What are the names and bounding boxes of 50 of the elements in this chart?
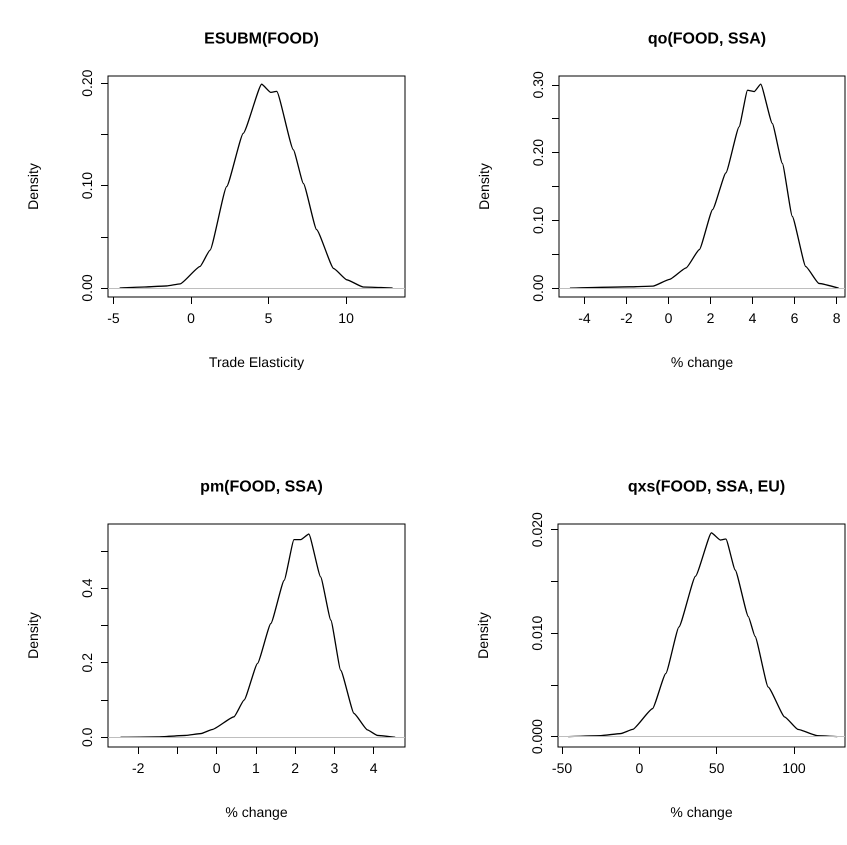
x-tick-label: 0 xyxy=(635,760,644,776)
x-axis-title: % change xyxy=(670,804,733,820)
chart-title: qo(FOOD, SSA) xyxy=(648,30,766,48)
y-axis-title: Density xyxy=(475,612,491,659)
y-tick-label: 0.00 xyxy=(530,274,546,302)
y-tick-label: 0.010 xyxy=(529,615,545,651)
line-series xyxy=(569,83,840,289)
x-tick-label: -4 xyxy=(578,310,591,326)
x-tick-label: -5 xyxy=(107,310,120,326)
x-axis-title: % change xyxy=(225,804,288,820)
chart-title: qxs(FOOD, SSA, EU) xyxy=(628,478,786,496)
x-tick-label: -50 xyxy=(552,760,572,776)
y-tick-label: 0.20 xyxy=(79,69,95,97)
y-tick-label: 0.20 xyxy=(530,138,546,166)
y-tick-label: 0.000 xyxy=(529,718,545,754)
x-tick-label: 0 xyxy=(664,310,673,326)
line-series xyxy=(120,533,396,738)
x-tick-label: 2 xyxy=(291,760,300,776)
x-tick-label: 100 xyxy=(782,760,806,776)
x-tick-label: 4 xyxy=(370,760,378,776)
y-tick-label: 0.020 xyxy=(529,512,545,548)
x-tick-label: 6 xyxy=(790,310,799,326)
y-tick-label: 0.2 xyxy=(79,652,95,672)
x-tick-label: 1 xyxy=(252,760,260,776)
x-tick-label: 3 xyxy=(330,760,338,776)
y-tick-label: 0.4 xyxy=(79,578,95,598)
y-tick-label: 0.10 xyxy=(79,172,95,200)
x-tick-label: 5 xyxy=(264,310,273,326)
x-tick-label: 0 xyxy=(212,760,221,776)
x-axis-title: Trade Elasticity xyxy=(208,354,304,370)
x-tick-label: 8 xyxy=(832,310,841,326)
y-tick-label: 0.30 xyxy=(530,70,546,98)
y-axis-title: Density xyxy=(25,163,41,210)
x-tick-label: 10 xyxy=(338,310,354,326)
chart-title: ESUBM(FOOD) xyxy=(204,30,319,48)
x-tick-label: 0 xyxy=(187,310,196,326)
y-axis-title: Density xyxy=(476,163,492,210)
x-tick-label: 50 xyxy=(708,760,725,776)
y-tick-label: 0.00 xyxy=(79,274,95,302)
line-series xyxy=(568,532,838,738)
y-tick-label: 0.10 xyxy=(530,206,546,234)
x-tick-label: -2 xyxy=(620,310,633,326)
x-tick-label: 4 xyxy=(748,310,757,326)
x-tick-label: -2 xyxy=(132,760,145,776)
x-axis-title: % change xyxy=(670,354,734,370)
line-series xyxy=(118,84,394,289)
x-tick-label: 2 xyxy=(706,310,715,326)
y-axis-title: Density xyxy=(25,612,41,659)
y-tick-label: 0.0 xyxy=(79,727,95,748)
chart-title: pm(FOOD, SSA) xyxy=(200,478,323,496)
